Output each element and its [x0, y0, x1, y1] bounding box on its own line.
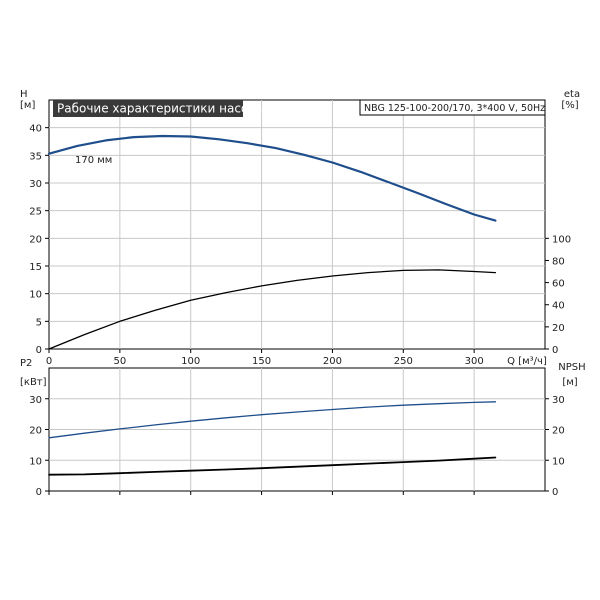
x-axis-tick-label: 150 [252, 356, 271, 367]
plot-frame [48, 99, 546, 350]
left-axis-tick-label: 20 [29, 234, 42, 245]
left-axis-tick-label: 30 [29, 395, 42, 406]
x-axis-label: Q [м³/ч] [507, 356, 547, 367]
right-axis-tick-label: 20 [552, 323, 565, 334]
left-axis-tick-label: 15 [29, 262, 42, 273]
x-axis-tick-label: 100 [181, 356, 200, 367]
series-line [48, 269, 497, 350]
right-axis-unit: [м] [562, 377, 577, 388]
head-efficiency-panel: 0 5 10 15 20 25 30 35 40 0 20 40 60 80 100 0 50 100 150 200… [20, 89, 580, 367]
model-label: NBG 125-100-200/170, 3*400 V, 50Hz [364, 103, 545, 114]
left-axis-tick-label: 0 [36, 487, 42, 498]
left-axis-tick-label: 25 [29, 207, 42, 218]
right-axis-label: NPSH [558, 362, 585, 373]
left-axis-tick-label: 5 [36, 317, 42, 328]
left-axis-tick-label: 10 [29, 456, 42, 467]
x-axis-tick-label: 50 [113, 356, 126, 367]
left-axis-label: P2 [20, 358, 32, 369]
chart-title-bg [53, 100, 243, 117]
x-axis-tick-label: 300 [465, 356, 484, 367]
right-axis-tick-label: 10 [552, 456, 565, 467]
left-axis-label: H [20, 89, 28, 100]
right-axis-tick-label: 100 [552, 234, 571, 245]
chart-title: Рабочие характеристики насоса [57, 102, 262, 116]
left-axis-tick-label: 20 [29, 426, 42, 437]
left-axis-tick-label: 40 [29, 124, 42, 135]
left-axis-unit: [кВт] [20, 377, 47, 388]
x-axis-tick-label: 0 [46, 356, 52, 367]
right-axis-label: eta [564, 89, 580, 100]
right-axis-tick-label: 30 [552, 395, 565, 406]
curve-label: 170 мм [75, 155, 112, 166]
right-axis-tick-label: 60 [552, 279, 565, 290]
left-axis-tick-label: 0 [36, 345, 42, 356]
model-label-box: NBG 125-100-200/170, 3*400 V, 50Hz [359, 99, 546, 116]
chart-title-box: Рабочие характеристики насоса [53, 100, 262, 117]
model-label-bg [359, 99, 546, 116]
left-axis-tick-label: 30 [29, 179, 42, 190]
left-axis-unit: [м] [20, 100, 35, 111]
right-axis-tick-label: 0 [552, 345, 558, 356]
right-axis-tick-label: 20 [552, 426, 565, 437]
x-axis-tick-label: 250 [394, 356, 413, 367]
right-axis-tick-label: 80 [552, 256, 565, 267]
series-line [48, 456, 497, 476]
left-axis-tick-label: 10 [29, 290, 42, 301]
right-axis-unit: [%] [561, 100, 578, 111]
x-axis-tick-label: 200 [323, 356, 342, 367]
left-axis-tick-label: 35 [29, 151, 42, 162]
series-line [47, 134, 497, 222]
series-line [48, 401, 497, 439]
right-axis-tick-label: 0 [552, 487, 558, 498]
right-axis-tick-label: 40 [552, 301, 565, 312]
